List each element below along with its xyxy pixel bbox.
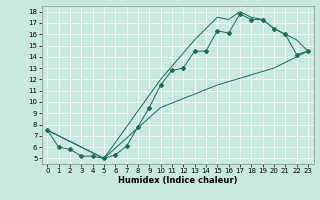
X-axis label: Humidex (Indice chaleur): Humidex (Indice chaleur) <box>118 176 237 185</box>
